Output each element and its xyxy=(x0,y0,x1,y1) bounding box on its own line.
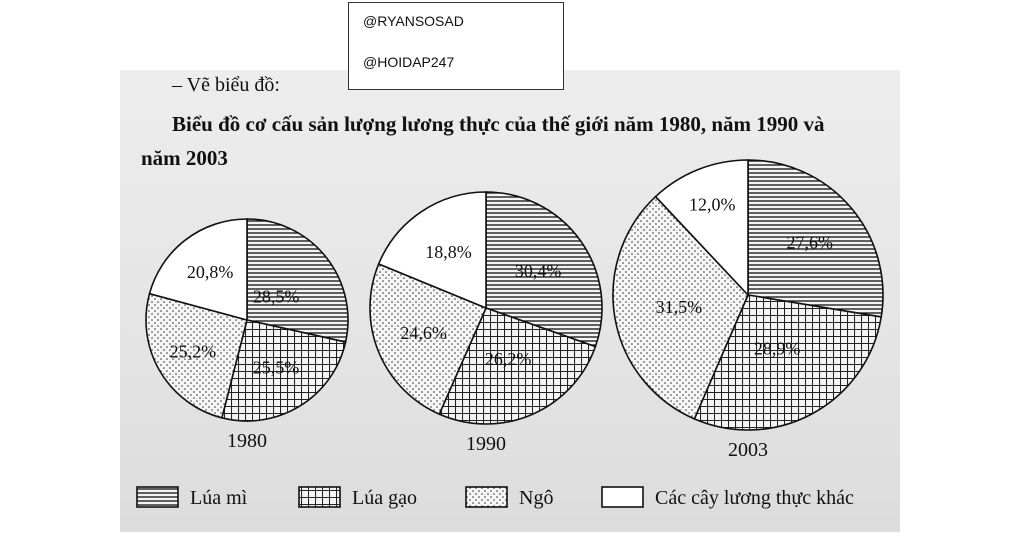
pie-1980-slice-3 xyxy=(148,218,248,322)
legend-swatch-0 xyxy=(136,486,179,508)
legend-label-2: Ngô xyxy=(519,487,553,509)
watermark-box: @RYANSOSAD @HOIDAP247 xyxy=(348,2,564,90)
pie-1990-label-2: 24,6% xyxy=(400,323,447,343)
legend-label-1: Lúa gạo xyxy=(352,487,417,509)
legend-swatch-3 xyxy=(601,486,644,508)
pie-2003-slice-2 xyxy=(612,195,749,420)
pie-1990-slice-2 xyxy=(369,262,488,416)
watermark-line-1: @RYANSOSAD xyxy=(363,13,464,29)
watermark-line-2: @HOIDAP247 xyxy=(363,54,455,70)
pie-1990-label-0: 30,4% xyxy=(515,261,562,281)
legend-label-3: Các cây lương thực khác xyxy=(655,487,854,509)
pie-1980-label-0: 28,5% xyxy=(253,287,300,307)
pie-1990-slice-1 xyxy=(438,306,597,425)
pie-1990-slice-0 xyxy=(485,191,603,348)
pie-1980-label-1: 25,5% xyxy=(253,357,300,377)
pie-1980-label-2: 25,2% xyxy=(170,342,217,362)
legend-swatch-2 xyxy=(465,486,508,508)
pie-1980-slice-2 xyxy=(145,292,248,419)
pie-1980-label-3: 20,8% xyxy=(187,262,234,282)
chart-title-line-1: Biểu đồ cơ cấu sản lượng lương thực của … xyxy=(172,112,825,136)
pie-2003-year-label: 2003 xyxy=(728,439,768,461)
pie-1980-slice-1 xyxy=(220,319,347,422)
legend-label-0: Lúa mì xyxy=(190,487,248,509)
pie-2003-label-2: 31,5% xyxy=(656,297,703,317)
pie-1990-slice-3 xyxy=(377,191,487,310)
pie-1980-year-label: 1980 xyxy=(227,430,267,452)
pie-2003-slice-3 xyxy=(654,159,749,298)
section-heading: – Vẽ biểu đồ: xyxy=(172,74,280,96)
pie-2003-label-0: 27,6% xyxy=(787,233,834,253)
pie-1990-label-3: 18,8% xyxy=(425,242,472,262)
pie-1990-label-1: 26,2% xyxy=(485,349,532,369)
pie-1990-year-label: 1990 xyxy=(466,433,506,455)
pie-2003-slice-1 xyxy=(693,294,883,431)
pie-2003-label-1: 28,9% xyxy=(754,338,801,358)
legend-swatch-1 xyxy=(298,486,341,508)
pie-1980-slice-0 xyxy=(246,218,349,343)
pie-2003-label-3: 12,0% xyxy=(689,195,736,215)
chart-title-line-2: năm 2003 xyxy=(141,146,228,170)
pie-2003-slice-0 xyxy=(747,159,884,318)
